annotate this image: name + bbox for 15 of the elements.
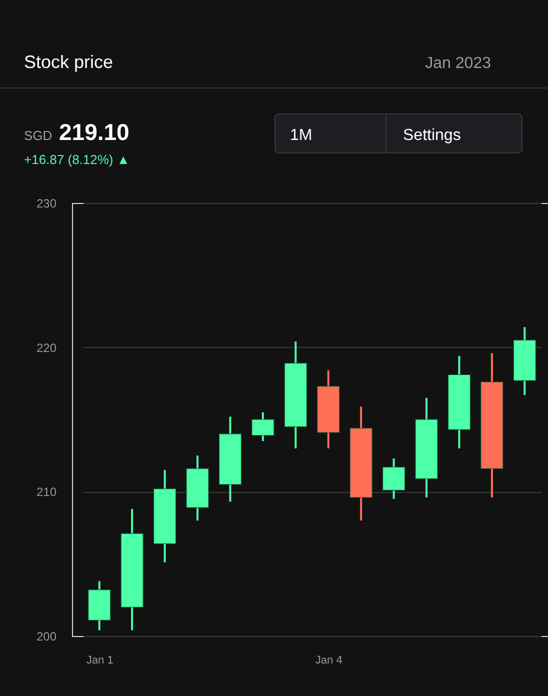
text: Jan 2023 (425, 55, 492, 72)
chart-title: Stock price (24, 52, 114, 72)
text: Settings (403, 127, 461, 144)
candlestick (382, 457, 406, 500)
y-tick-label: 200 (36, 630, 57, 644)
y-tick-label: 220 (36, 340, 57, 355)
x-tick-label: Jan 4 (315, 654, 342, 666)
y-tick-label: 230 (36, 196, 57, 210)
text: 219.10 (59, 119, 130, 145)
y-tick-label: 210 (36, 485, 57, 500)
text: +16.87 (8.12%) ▲ (24, 152, 130, 167)
text: SGD (24, 128, 52, 143)
text: 1M (290, 127, 312, 144)
x-tick-label: Jan 1 (86, 654, 114, 666)
candlestick (252, 411, 274, 442)
